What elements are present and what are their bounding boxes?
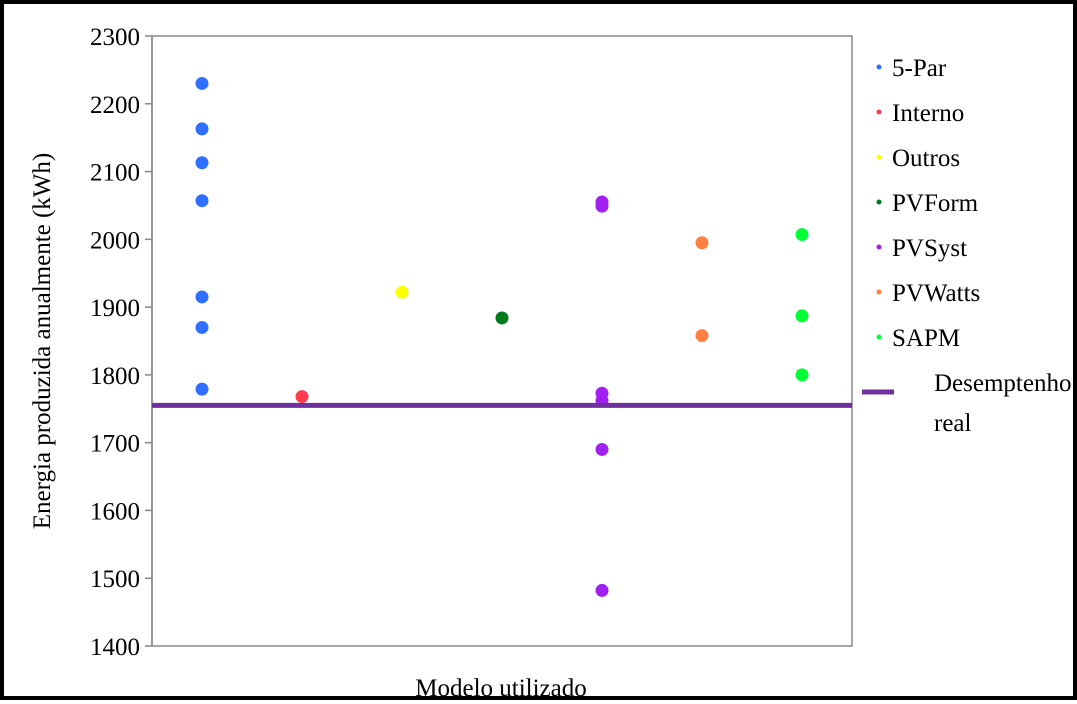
y-axis-title: Energia produzida anualmente (kWh)	[29, 153, 56, 529]
y-tick-label: 2100	[90, 160, 140, 187]
data-point-5-par	[195, 122, 209, 136]
scatter-chart: 1400 1500 1600 1700 1800 1900 2000 2100 2200 2300…	[29, 24, 1071, 702]
data-point-interno	[295, 390, 309, 404]
data-point-5-par	[195, 156, 209, 170]
data-point-pvsyst	[595, 583, 609, 597]
legend-marker	[876, 244, 882, 250]
legend-marker	[876, 109, 882, 115]
legend-label-reference-line-2: real	[934, 410, 972, 437]
y-tick-label: 1700	[90, 431, 140, 458]
x-axis-title: Modelo utilizado	[415, 675, 587, 702]
y-tick-label: 1400	[90, 634, 140, 661]
legend-label: SAPM	[892, 325, 960, 352]
legend-marker	[876, 154, 882, 160]
y-ticks: 1400 1500 1600 1700 1800 1900 2000 2100 2200 2300	[90, 24, 152, 661]
data-points	[195, 76, 809, 597]
legend-marker	[876, 289, 882, 295]
legend-label: PVForm	[892, 190, 979, 217]
data-point-sapm	[795, 309, 809, 323]
data-point-outros	[395, 285, 409, 299]
data-point-pvsyst	[595, 442, 609, 456]
y-tick-label: 1600	[90, 498, 140, 525]
plot-area	[151, 35, 853, 647]
legend-marker	[876, 199, 882, 205]
data-point-sapm	[795, 228, 809, 242]
data-point-5-par	[195, 290, 209, 304]
legend-label: PVWatts	[892, 280, 980, 307]
data-point-pvwatts	[695, 329, 709, 343]
legend-marker	[876, 64, 882, 70]
data-point-5-par	[195, 382, 209, 396]
data-point-pvform	[495, 311, 509, 325]
data-point-5-par	[195, 320, 209, 334]
legend-marker	[876, 334, 882, 340]
data-point-5-par	[195, 76, 209, 90]
y-tick-label: 2000	[90, 227, 140, 254]
data-point-5-par	[195, 194, 209, 208]
legend: 5-Par Interno Outros PVForm PVSyst PVWatts SAP…	[862, 55, 1071, 437]
legend-label: 5-Par	[892, 55, 947, 82]
y-tick-label: 2300	[90, 24, 140, 51]
legend-label: Interno	[892, 100, 964, 127]
y-tick-label: 1900	[90, 295, 140, 322]
data-point-sapm	[795, 368, 809, 382]
y-tick-label: 1800	[90, 363, 140, 390]
y-tick-label: 1500	[90, 566, 140, 593]
data-point-pvsyst	[595, 199, 609, 213]
y-tick-label: 2200	[90, 92, 140, 119]
data-point-pvwatts	[695, 236, 709, 250]
legend-label: PVSyst	[892, 235, 967, 262]
legend-label-reference-line-1: Desemptenho	[934, 370, 1071, 397]
legend-label: Outros	[892, 145, 960, 172]
